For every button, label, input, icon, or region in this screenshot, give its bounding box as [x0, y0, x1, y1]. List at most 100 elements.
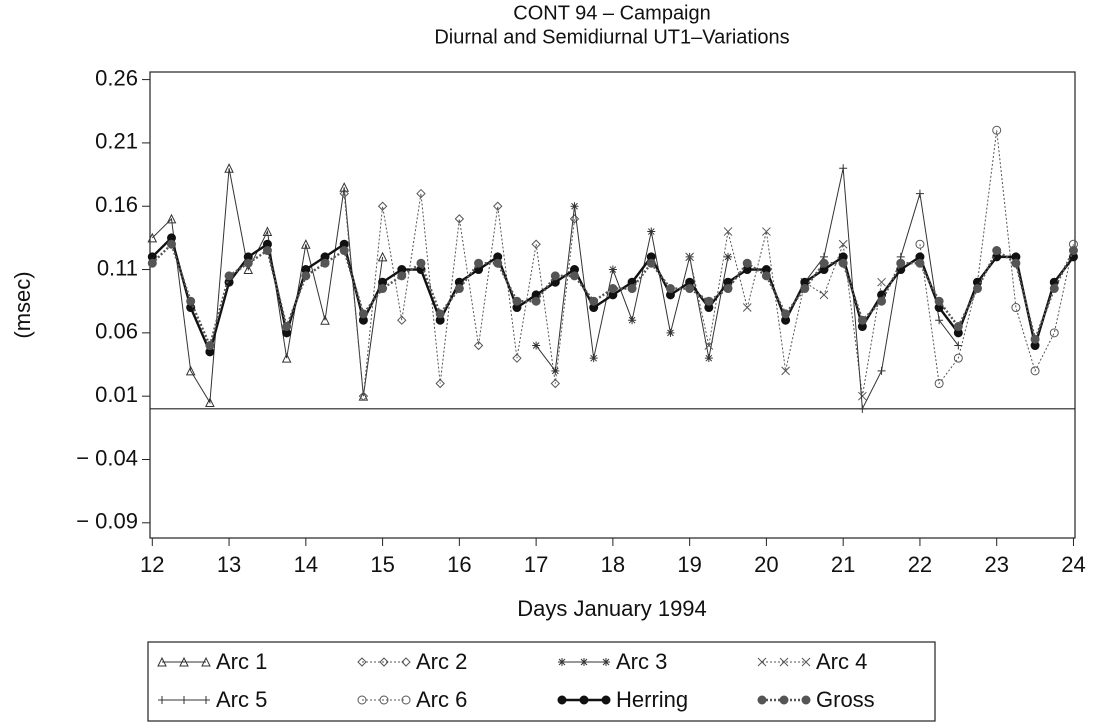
marker: [397, 315, 407, 325]
marker: [454, 284, 464, 294]
marker: [493, 258, 503, 268]
y-tick-label: 0.06: [95, 319, 138, 344]
marker: [704, 354, 713, 363]
y-tick-label: 0.01: [95, 382, 138, 407]
marker: [1068, 246, 1078, 256]
y-tick-label: − 0.09: [76, 509, 138, 534]
marker: [742, 258, 752, 268]
marker: [281, 353, 292, 363]
y-axis-label: (msec): [10, 271, 35, 338]
marker: [379, 657, 389, 667]
marker: [992, 125, 1002, 135]
marker: [819, 258, 829, 268]
marker: [608, 284, 618, 294]
marker: [973, 284, 983, 294]
legend-label: Arc 5: [216, 687, 267, 712]
legend-label: Arc 2: [416, 649, 467, 674]
legend-label: Arc 1: [216, 649, 267, 674]
marker: [570, 202, 579, 211]
marker: [757, 695, 767, 705]
marker: [147, 258, 157, 268]
marker: [435, 378, 445, 389]
marker: [1011, 258, 1021, 268]
x-tick-label: 12: [140, 552, 164, 577]
marker: [819, 290, 829, 300]
marker: [531, 239, 541, 249]
y-tick-label: − 0.04: [76, 445, 138, 470]
y-tick-label: 0.16: [95, 192, 138, 217]
marker: [377, 201, 388, 211]
marker: [838, 239, 848, 249]
marker: [953, 353, 963, 363]
marker: [858, 391, 867, 401]
legend-frame: [147, 641, 936, 722]
marker: [320, 315, 330, 325]
marker: [896, 258, 906, 268]
y-tick-label: 0.26: [95, 65, 138, 90]
marker: [201, 656, 211, 667]
marker: [580, 658, 588, 666]
marker: [779, 657, 789, 667]
marker: [602, 658, 610, 666]
marker: [531, 296, 541, 306]
x-axis-label: Days January 1994: [517, 596, 707, 621]
marker: [685, 252, 695, 262]
marker: [646, 258, 656, 268]
marker: [401, 657, 411, 667]
marker: [158, 696, 166, 704]
x-tick-label: 14: [294, 552, 318, 577]
legend-label: Herring: [616, 687, 688, 712]
marker: [647, 227, 656, 236]
series-line: [919, 130, 1074, 385]
x-tick-label: 18: [601, 552, 625, 577]
marker: [186, 296, 196, 306]
x-tick-label: 13: [217, 552, 241, 577]
marker: [551, 366, 560, 375]
marker: [416, 188, 426, 199]
marker: [934, 296, 944, 306]
marker: [512, 353, 522, 363]
marker: [416, 258, 426, 268]
marker: [665, 284, 675, 294]
marker: [800, 284, 810, 294]
legend-label: Arc 6: [416, 687, 467, 712]
marker: [704, 341, 714, 350]
marker: [757, 657, 767, 667]
marker: [358, 309, 368, 319]
x-tick-label: 19: [677, 552, 701, 577]
marker: [781, 309, 791, 319]
marker: [1030, 334, 1040, 344]
marker: [992, 246, 1002, 256]
marker: [224, 271, 234, 281]
chart-title: CONT 94 – Campaign: [513, 2, 711, 24]
marker: [474, 258, 484, 268]
marker: [608, 265, 617, 274]
marker: [301, 239, 311, 249]
marker: [915, 239, 925, 249]
marker: [1030, 366, 1040, 376]
marker: [858, 404, 867, 413]
series-line: [343, 193, 575, 397]
marker: [1049, 328, 1059, 338]
x-tick-label: 22: [908, 552, 932, 577]
y-tick-label: 0.21: [95, 129, 138, 154]
marker: [205, 397, 215, 408]
marker: [589, 296, 599, 306]
marker: [435, 309, 445, 319]
marker: [801, 695, 811, 705]
marker: [157, 656, 167, 667]
marker: [493, 201, 503, 211]
marker: [762, 227, 771, 236]
legend-label: Gross: [816, 687, 875, 712]
series-line: [151, 168, 384, 405]
marker: [839, 164, 848, 173]
marker: [243, 258, 253, 268]
marker: [262, 226, 273, 237]
marker: [779, 695, 789, 705]
legend-label: Arc 3: [616, 649, 667, 674]
marker: [473, 340, 484, 351]
y-tick-label: 0.11: [97, 255, 138, 280]
x-tick-label: 16: [447, 552, 471, 577]
marker: [401, 695, 411, 705]
marker: [357, 695, 367, 705]
